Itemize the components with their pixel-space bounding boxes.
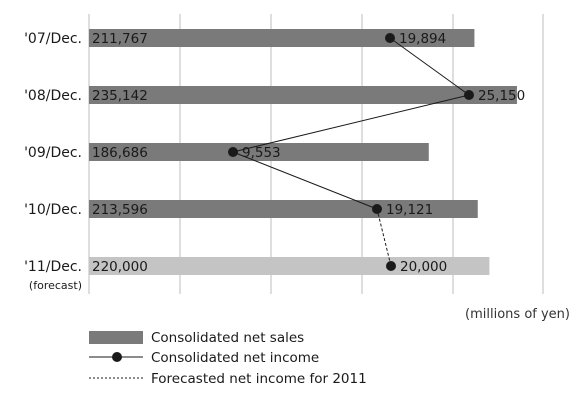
unit-note: (millions of yen) xyxy=(465,307,570,322)
legend-swatch-bar xyxy=(89,331,143,344)
income-line-segment xyxy=(389,37,470,96)
legend-label: Consolidated net income xyxy=(151,350,319,366)
income-value-label: 20,000 xyxy=(400,259,447,275)
income-value-label: 9,553 xyxy=(242,145,281,161)
sales-bar xyxy=(89,86,517,104)
income-point xyxy=(228,147,238,157)
income-point xyxy=(385,33,395,43)
category-note: (forecast) xyxy=(29,279,82,292)
sales-value-label: 186,686 xyxy=(92,145,148,161)
income-line-segment xyxy=(232,94,470,153)
income-value-label: 19,894 xyxy=(399,31,446,47)
category-label: '11/Dec. xyxy=(24,259,82,275)
labels: '07/Dec. '08/Dec. '09/Dec. '10/Dec. '11/Dec.… xyxy=(24,31,570,322)
income-point xyxy=(464,90,474,100)
category-label: '10/Dec. xyxy=(24,202,82,218)
sales-bar xyxy=(89,29,475,47)
legend: Consolidated net sales Consolidated net i… xyxy=(89,330,367,387)
income-point xyxy=(372,204,382,214)
category-label: '08/Dec. xyxy=(24,88,82,104)
category-label: '07/Dec. xyxy=(24,31,82,47)
income-point xyxy=(386,261,396,271)
legend-label: Consolidated net sales xyxy=(151,330,304,346)
sales-value-label: 213,596 xyxy=(92,202,148,218)
income-value-label: 25,150 xyxy=(478,88,525,104)
income-value-label: 19,121 xyxy=(386,202,433,218)
sales-value-label: 235,142 xyxy=(92,88,148,104)
sales-bar xyxy=(89,200,478,218)
sales-value-label: 211,767 xyxy=(92,31,148,47)
income-line xyxy=(228,33,474,271)
legend-label: Forecasted net income for 2011 xyxy=(151,371,367,387)
sales-value-label: 220,000 xyxy=(92,259,148,275)
income-line-segment xyxy=(232,151,378,210)
sales-bar xyxy=(89,143,429,161)
category-label: '09/Dec. xyxy=(24,145,82,161)
legend-swatch-marker xyxy=(112,352,122,362)
